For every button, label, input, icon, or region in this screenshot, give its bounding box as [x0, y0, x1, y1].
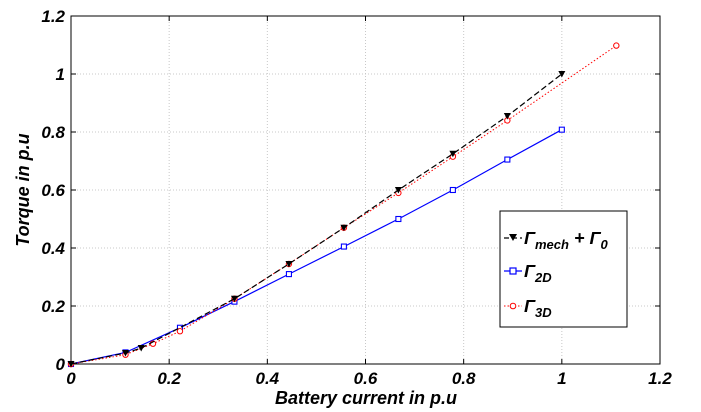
y-tick-label: 0.2	[41, 297, 65, 316]
legend-marker-3d	[509, 302, 517, 310]
x-tick-label: 0.6	[354, 369, 378, 388]
data-point-mech	[137, 345, 145, 352]
data-point-2D	[504, 156, 511, 163]
x-tick-label: 0.2	[157, 369, 181, 388]
y-tick-label: 0.4	[41, 239, 65, 258]
data-point-mech	[67, 361, 75, 368]
legend-marker-2d	[509, 267, 517, 275]
data-point-3D	[176, 328, 184, 335]
legend-label-2d: Γ2D	[524, 261, 552, 285]
y-axis-label: Torque in p.u	[13, 133, 33, 246]
data-point-2D	[395, 215, 402, 223]
y-tick-label: 1.2	[41, 7, 65, 26]
data-point-mech	[121, 349, 129, 357]
y-tick-label: 1	[56, 65, 65, 84]
data-point-mech	[558, 71, 566, 78]
data-point-mech	[230, 295, 238, 303]
legend: Γmech + Γ0 Γ2D Γ3D	[499, 210, 628, 328]
series-layer	[67, 42, 620, 368]
y-tick-label: 0	[56, 355, 66, 374]
data-point-mech	[503, 113, 511, 120]
legend-entry-mech: Γmech + Γ0	[504, 228, 608, 252]
x-tick-label: 0	[66, 369, 76, 388]
legend-entry-3d: Γ3D	[504, 296, 552, 320]
series-line-2D	[70, 129, 563, 365]
legend-entry-2d: Γ2D	[504, 261, 552, 285]
y-tick-label: 0.8	[41, 123, 65, 142]
ticks: 0 0.2 0.4 0.6 0.8 1 1.2 0 0.2 0.4 0.6 0.8 1 1.2	[41, 7, 672, 388]
legend-label-mech: Γmech + Γ0	[524, 228, 608, 252]
data-point-2D	[558, 126, 565, 133]
legend-marker-mech	[509, 234, 517, 241]
data-point-mech	[394, 187, 402, 194]
x-tick-label: 1	[557, 369, 566, 388]
data-point-2D	[340, 243, 347, 250]
y-tick-label: 0.6	[41, 181, 65, 200]
series-line-mech	[70, 73, 563, 365]
x-axis-label: Battery current in p.u	[275, 388, 457, 408]
x-tick-label: 1.2	[648, 369, 672, 388]
x-tick-label: 0.8	[452, 369, 476, 388]
legend-label-3d: Γ3D	[524, 296, 552, 320]
data-point-2D	[449, 186, 456, 194]
data-point-mech	[285, 260, 293, 268]
data-point-2D	[285, 271, 292, 278]
data-point-mech	[449, 150, 457, 158]
legend-box	[499, 210, 628, 328]
series-mech	[67, 71, 566, 368]
x-tick-label: 0.4	[256, 369, 280, 388]
data-point-3D	[613, 42, 620, 49]
data-point-mech	[340, 224, 348, 232]
